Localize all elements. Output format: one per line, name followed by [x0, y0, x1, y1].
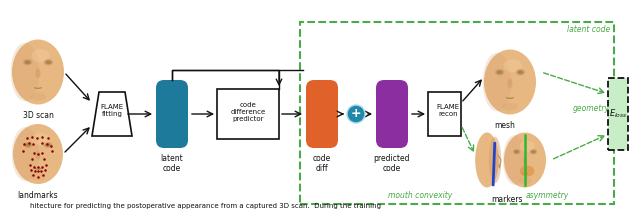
Circle shape [346, 104, 366, 124]
Ellipse shape [31, 49, 50, 62]
Text: $E_{loss}$: $E_{loss}$ [609, 108, 627, 120]
Ellipse shape [517, 70, 524, 74]
Text: predicted
code: predicted code [374, 154, 410, 173]
FancyBboxPatch shape [608, 78, 628, 150]
Text: latent
code: latent code [161, 154, 184, 173]
Bar [217, 89, 279, 139]
Ellipse shape [520, 141, 534, 152]
Bar [300, 22, 614, 204]
Ellipse shape [520, 166, 534, 177]
Text: mesh: mesh [495, 121, 515, 129]
FancyBboxPatch shape [156, 80, 188, 148]
Ellipse shape [502, 103, 518, 111]
Ellipse shape [484, 50, 536, 114]
Ellipse shape [24, 142, 33, 148]
Ellipse shape [508, 78, 513, 88]
FancyBboxPatch shape [376, 80, 408, 148]
Ellipse shape [44, 59, 53, 65]
Ellipse shape [23, 59, 32, 65]
Ellipse shape [518, 178, 531, 184]
Ellipse shape [489, 137, 501, 183]
Ellipse shape [483, 53, 511, 111]
Ellipse shape [44, 142, 52, 148]
Text: 3D scan: 3D scan [22, 112, 53, 121]
Text: hitecture for predicting the postoperative appearance from a captured 3D scan.  : hitecture for predicting the postoperati… [30, 203, 381, 209]
Ellipse shape [30, 93, 46, 101]
Ellipse shape [45, 143, 51, 147]
Text: FLAME
fitting: FLAME fitting [100, 105, 124, 118]
Text: FLAME
recon: FLAME recon [436, 105, 460, 118]
Ellipse shape [516, 69, 525, 75]
Text: geometry: geometry [573, 104, 610, 113]
Ellipse shape [35, 68, 40, 78]
Ellipse shape [475, 133, 499, 187]
Text: asymmetry: asymmetry [526, 191, 570, 200]
Circle shape [347, 105, 365, 123]
Ellipse shape [24, 60, 31, 64]
Ellipse shape [495, 69, 504, 75]
Ellipse shape [45, 60, 51, 64]
Text: mouth convexity: mouth convexity [388, 191, 452, 200]
Text: landmarks: landmarks [18, 191, 58, 200]
Text: latent code: latent code [567, 25, 610, 34]
Ellipse shape [12, 39, 64, 105]
Ellipse shape [35, 151, 40, 160]
Ellipse shape [503, 135, 526, 185]
Ellipse shape [530, 149, 537, 155]
Ellipse shape [531, 150, 536, 153]
Text: markers: markers [492, 194, 524, 203]
Ellipse shape [523, 157, 527, 165]
Ellipse shape [513, 149, 520, 155]
Ellipse shape [31, 173, 45, 180]
Ellipse shape [25, 143, 31, 147]
Ellipse shape [514, 150, 519, 153]
Text: code
diff: code diff [313, 154, 331, 173]
Ellipse shape [504, 133, 546, 187]
FancyBboxPatch shape [306, 80, 338, 148]
Text: code
difference
predictor: code difference predictor [230, 102, 266, 122]
Ellipse shape [13, 124, 63, 184]
Ellipse shape [11, 43, 39, 101]
Ellipse shape [504, 59, 522, 72]
Ellipse shape [32, 133, 49, 145]
Ellipse shape [12, 127, 39, 181]
Text: +: + [351, 108, 362, 121]
Ellipse shape [497, 70, 503, 74]
